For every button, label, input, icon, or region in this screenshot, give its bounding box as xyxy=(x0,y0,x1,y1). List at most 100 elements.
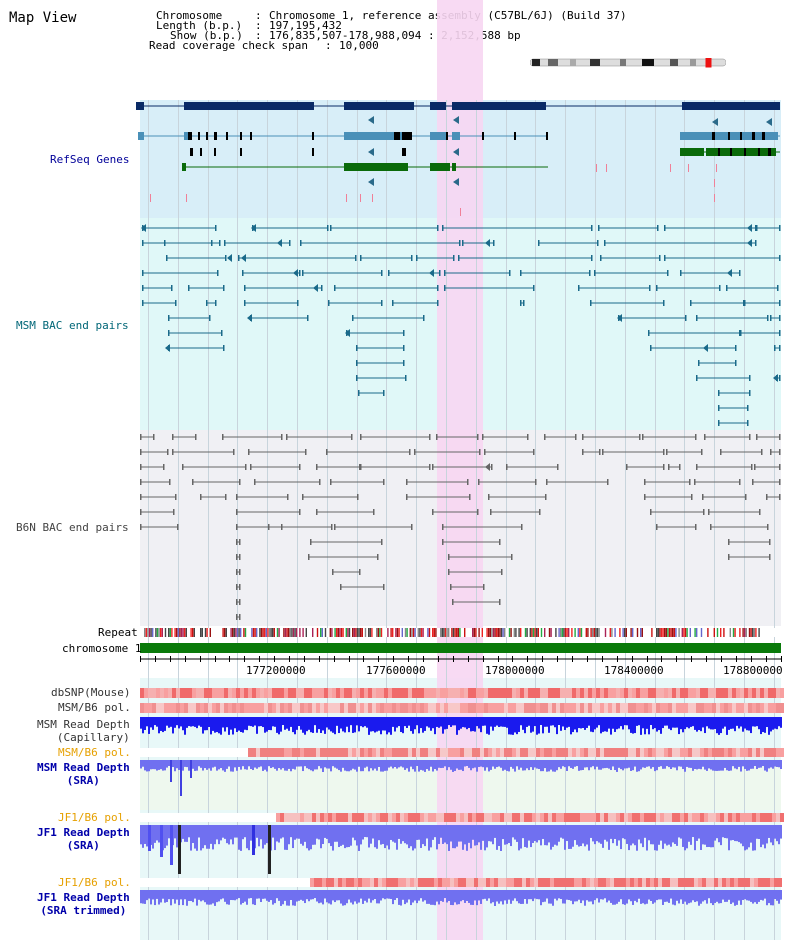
repeat-element xyxy=(176,628,178,637)
pol-blank xyxy=(140,813,276,822)
depth-bar xyxy=(536,760,538,769)
heat-cell xyxy=(296,748,300,757)
heat-cell xyxy=(374,878,378,887)
msm-pair-end xyxy=(696,375,698,381)
depth-bar xyxy=(188,890,190,901)
depth-bar xyxy=(276,890,278,899)
heat-cell xyxy=(392,688,396,698)
depth-bar xyxy=(680,717,682,730)
heat-cell xyxy=(332,813,336,822)
depth-bar xyxy=(156,717,158,727)
msm-pair-end xyxy=(747,420,749,426)
heat-cell xyxy=(616,748,620,757)
depth-bar xyxy=(528,760,530,771)
heat-cell xyxy=(552,813,556,822)
b6n-pair-end xyxy=(779,449,781,455)
depth-bar xyxy=(372,760,374,771)
heat-cell xyxy=(348,813,352,822)
heat-cell xyxy=(440,703,444,713)
depth-bar xyxy=(528,890,530,900)
heat-cell xyxy=(466,878,470,887)
depth-bar xyxy=(148,890,150,899)
heat-cell xyxy=(328,703,332,713)
heat-cell xyxy=(508,703,512,713)
depth-bar xyxy=(322,890,324,905)
depth-bar xyxy=(604,717,606,732)
repeat-element xyxy=(489,628,491,637)
msm-bac-pairs[interactable] xyxy=(141,224,781,426)
heat-cell xyxy=(350,878,354,887)
depth-bar xyxy=(724,717,726,727)
heat-cell xyxy=(434,878,438,887)
depth-bar xyxy=(240,760,242,770)
depth-bar xyxy=(304,890,306,904)
heat-cell xyxy=(292,688,296,698)
heat-cell xyxy=(496,813,500,822)
repeat-element xyxy=(272,628,274,637)
highlight-region[interactable] xyxy=(437,0,483,940)
depth-bar xyxy=(216,717,218,733)
refseq-genes[interactable] xyxy=(136,102,780,216)
heat-cell xyxy=(476,688,480,698)
heat-cell xyxy=(740,688,744,698)
msm-pair-end xyxy=(743,300,745,306)
heat-cell xyxy=(364,748,368,757)
b6n-pair-end xyxy=(225,494,227,500)
depth-bar xyxy=(290,825,292,838)
repeat-element xyxy=(360,628,362,637)
heat-cell xyxy=(476,813,480,822)
depth-bar xyxy=(722,825,724,838)
depth-bar xyxy=(276,760,278,771)
depth-bar xyxy=(214,760,216,767)
depth-bar xyxy=(212,890,214,904)
depth-bar xyxy=(596,717,598,728)
heat-cell xyxy=(512,748,516,757)
depth-bar xyxy=(630,760,632,771)
b6n-bac-pairs[interactable] xyxy=(140,434,781,620)
depth-bar xyxy=(240,717,242,732)
repeat-element xyxy=(411,628,413,637)
depth-bar xyxy=(356,825,358,846)
msm-pair-end xyxy=(650,345,652,351)
chromosome-ideogram[interactable] xyxy=(529,53,727,68)
repeat-element xyxy=(316,628,319,637)
depth-bar xyxy=(734,717,736,732)
heat-cell xyxy=(632,703,636,713)
heat-cell xyxy=(656,748,660,757)
depth-bar xyxy=(562,825,564,839)
heat-cell xyxy=(684,688,688,698)
heat-cell xyxy=(600,703,604,713)
repeat-element xyxy=(331,628,333,637)
msm-pair-arrow xyxy=(313,284,318,292)
msm-pair-end xyxy=(755,225,757,231)
depth-bar xyxy=(244,717,246,730)
b6n-pair-end xyxy=(233,449,235,455)
msm-pair-end xyxy=(589,270,591,276)
heat-cell xyxy=(164,688,168,698)
depth-bar xyxy=(276,825,278,842)
heat-cell xyxy=(452,703,456,713)
b6n-pair-end xyxy=(286,434,288,440)
depth-bar xyxy=(240,825,242,851)
strand-arrow xyxy=(368,178,374,186)
depth-bar xyxy=(274,760,276,769)
depth-bar xyxy=(550,717,552,726)
strand-arrow xyxy=(453,116,459,124)
heat-cell xyxy=(248,688,252,698)
depth-bar xyxy=(208,825,210,849)
depth-bar xyxy=(454,760,456,771)
b6n-pair-end xyxy=(140,509,142,515)
heat-cell xyxy=(648,688,652,698)
heat-cell xyxy=(622,878,626,887)
depth-bar xyxy=(428,825,430,851)
heat-cell xyxy=(728,813,732,822)
depth-bar xyxy=(506,717,508,728)
jf1-read-trim-label-2: (SRA trimmed) xyxy=(40,904,127,917)
depth-bar xyxy=(718,760,720,771)
depth-bar xyxy=(694,825,696,851)
depth-bar xyxy=(646,760,648,767)
depth-bar xyxy=(536,890,538,900)
repeat-element xyxy=(412,628,415,637)
depth-bar xyxy=(270,890,272,901)
